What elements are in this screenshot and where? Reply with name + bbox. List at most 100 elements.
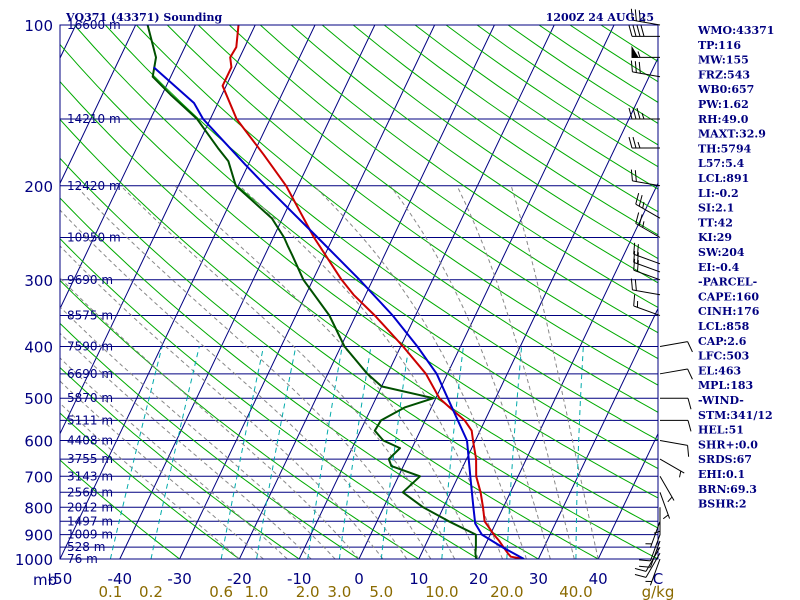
index-line: BRN:69.3	[698, 483, 757, 496]
index-line: EL:463	[698, 364, 741, 377]
dewpoint-profile	[146, 25, 478, 559]
isotherm-line	[537, 307, 658, 559]
wind-barb-flag	[636, 252, 639, 264]
wind-barb	[645, 521, 661, 548]
wind-barb-staff	[633, 269, 661, 281]
index-line: CINH:176	[698, 305, 760, 318]
index-line: WB0:657	[697, 83, 754, 96]
moist-adiabat	[60, 209, 408, 559]
temperature-tick-label: 30	[529, 570, 548, 588]
index-line: L57:5.4	[698, 157, 745, 170]
dry-adiabat	[197, 25, 658, 360]
isotherm-line	[0, 25, 16, 559]
moist-adiabat	[60, 332, 312, 559]
moist-adiabat	[510, 185, 599, 559]
isotherm-line	[179, 25, 436, 559]
wind-barb-flag	[633, 258, 636, 271]
wind-barb	[630, 169, 661, 187]
wind-barb-half-flag	[662, 514, 669, 520]
dry-adiabat	[60, 80, 658, 529]
wind-barb-flag	[636, 244, 639, 256]
dry-adiabat	[74, 25, 658, 470]
wind-barb	[660, 397, 692, 410]
temperature-tick-label: -10	[287, 570, 312, 588]
index-line: SHR+:0.0	[698, 438, 758, 451]
index-line: PW:1.62	[698, 98, 749, 111]
moist-adiabat	[239, 185, 503, 559]
mixing-ratio-line	[506, 346, 523, 559]
wind-barb	[633, 242, 661, 265]
index-line: BSHR:2	[698, 498, 747, 511]
wind-barb-staff	[633, 253, 661, 265]
wind-barb	[630, 60, 661, 78]
dry-adiabat	[60, 279, 420, 559]
mixing-ratio-line	[307, 346, 343, 559]
wind-barb-pennant	[631, 45, 639, 58]
height-label: 528 m	[67, 540, 105, 554]
height-label: 4408 m	[67, 434, 113, 448]
dry-adiabat	[259, 25, 658, 309]
height-label: 6690 m	[67, 367, 113, 381]
index-line: EHI:0.1	[698, 468, 745, 481]
wind-barb-flag	[636, 107, 641, 120]
wind-barb-staff	[659, 440, 688, 446]
pressure-tick-label: 900	[24, 527, 53, 545]
temperature-tick-label: 20	[469, 570, 488, 588]
temperature-tick-label: C	[653, 570, 663, 588]
pressure-tick-label: 800	[24, 499, 53, 517]
wind-barb-staff	[649, 540, 661, 568]
wind-barb-staff	[649, 558, 661, 586]
wind-barb-half-flag	[642, 201, 645, 209]
height-label: 9690 m	[67, 273, 113, 287]
wind-barb	[633, 250, 661, 273]
mixing-ratio-label: 0.2	[139, 583, 163, 600]
index-line: SI:2.1	[698, 202, 734, 215]
pressure-tick-label: 200	[24, 178, 53, 196]
temperature-tick-label: -50	[48, 570, 73, 588]
wind-barb	[635, 193, 661, 219]
isotherm-line	[298, 25, 555, 559]
pressure-tick-label: 100	[24, 17, 53, 35]
temperature-tick-label: -40	[108, 570, 133, 588]
index-line: WMO:43371	[697, 24, 774, 37]
wind-barb-staff	[659, 492, 671, 519]
mixing-ratio-line	[109, 346, 163, 559]
mixing-ratio-label: 10.0	[425, 583, 458, 600]
height-label: 5111 m	[67, 413, 113, 427]
wind-barbs	[628, 8, 693, 586]
pressure-tick-label: 300	[24, 272, 53, 290]
wind-barb-flag	[687, 368, 693, 380]
wind-barb-flag	[632, 136, 637, 149]
grid-layer	[0, 25, 658, 559]
mixing-ratio-line	[575, 346, 584, 559]
index-line: LCL:858	[698, 320, 750, 333]
wind-barb-half-flag	[667, 496, 673, 503]
index-line: FRZ:543	[698, 68, 750, 81]
height-label: 16600 m	[67, 18, 121, 32]
wind-barb-flag	[628, 136, 633, 149]
moist-adiabat	[60, 277, 360, 559]
wind-barb-flag	[640, 25, 645, 37]
wind-barb-flag	[638, 214, 643, 226]
wind-barb-flag	[639, 559, 651, 562]
wind-barb-flag	[687, 445, 690, 457]
wind-barb	[639, 534, 661, 562]
wind-barb-staff	[632, 180, 661, 187]
wind-barb-staff	[645, 552, 661, 578]
temperature-tick-label: 10	[409, 570, 428, 588]
wind-barb-flag	[635, 193, 640, 205]
temperature-tick-label: -20	[227, 570, 252, 588]
index-line: KI:29	[698, 231, 732, 244]
wind-barb-staff	[659, 458, 685, 474]
pressure-tick-label: 700	[24, 468, 53, 486]
isotherm-line	[60, 25, 196, 310]
height-label: 10950 m	[67, 230, 121, 244]
wind-barb-half-flag	[653, 530, 661, 534]
dry-adiabat	[60, 322, 360, 559]
wind-barb-half-flag	[641, 112, 645, 120]
wind-barb	[631, 45, 660, 58]
wind-barb	[628, 107, 660, 120]
wind-barb-flag	[636, 260, 639, 272]
wind-barb-staff	[632, 19, 661, 26]
